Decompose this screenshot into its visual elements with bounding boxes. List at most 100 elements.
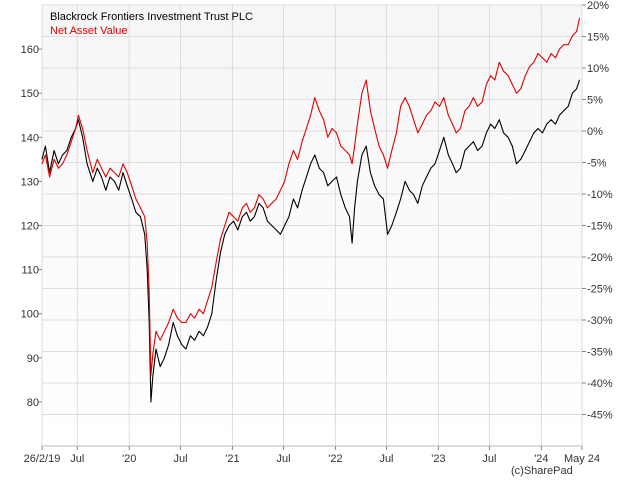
right-tick-label: 15% (587, 32, 609, 44)
x-tick-label: Jul (70, 453, 84, 465)
data-point (101, 167, 102, 169)
data-point (546, 61, 548, 63)
data-point (361, 92, 363, 94)
data-point (140, 216, 141, 218)
data-point (511, 84, 513, 85)
data-point (66, 150, 68, 151)
data-point (101, 176, 102, 178)
data-point (109, 167, 111, 169)
right-tick-label: -5% (587, 158, 607, 170)
data-point (494, 128, 496, 129)
data-point (288, 216, 290, 218)
data-point (452, 123, 453, 125)
right-tick-label: 10% (587, 63, 609, 75)
data-point (516, 163, 517, 165)
data-point (258, 203, 260, 204)
data-point (144, 233, 146, 235)
gridlines (41, 4, 583, 446)
data-point (426, 114, 427, 116)
data-point (460, 128, 461, 129)
left-tick-label: 150 (21, 88, 39, 100)
data-point (122, 172, 124, 174)
data-point (306, 176, 307, 178)
data-point (275, 198, 277, 200)
data-point (340, 194, 342, 196)
data-point (118, 189, 120, 191)
series-1 (41, 17, 581, 376)
x-tick-label: Jul (482, 453, 496, 465)
data-point (246, 203, 247, 204)
data-point (228, 225, 230, 226)
data-point (177, 335, 178, 337)
data-point (49, 176, 50, 178)
data-point (447, 154, 449, 156)
data-point (408, 189, 410, 191)
data-point (529, 66, 530, 68)
data-point (520, 88, 522, 90)
data-point (211, 313, 213, 315)
data-point (439, 150, 440, 151)
data-point (498, 61, 500, 63)
data-point (122, 163, 124, 165)
data-point (331, 128, 333, 129)
data-point (150, 375, 152, 376)
right-tick-label: 5% (587, 95, 603, 107)
series-0 (41, 79, 581, 403)
data-point (118, 176, 120, 178)
data-point (370, 110, 371, 112)
right-tick-label: -25% (587, 284, 613, 296)
data-point (344, 207, 346, 209)
data-point (430, 110, 432, 112)
data-point (41, 163, 43, 165)
data-point (511, 145, 513, 147)
data-point (105, 176, 107, 178)
data-point (426, 176, 427, 178)
data-point (96, 167, 98, 169)
data-point (464, 110, 466, 112)
data-point (555, 57, 556, 59)
data-point (349, 154, 350, 156)
data-point (396, 211, 397, 213)
data-point (354, 207, 355, 209)
data-point (537, 128, 539, 129)
data-point (148, 291, 150, 292)
data-point (62, 163, 63, 165)
data-point (550, 53, 552, 54)
data-point (301, 189, 303, 191)
data-point (533, 61, 535, 63)
data-point (542, 57, 543, 59)
data-point (357, 181, 358, 182)
data-point (503, 70, 504, 72)
data-point (249, 220, 251, 222)
data-point (271, 225, 273, 226)
data-point (109, 176, 111, 178)
data-point (185, 322, 187, 323)
data-point (70, 136, 72, 138)
data-point (241, 207, 243, 209)
data-point (126, 172, 128, 174)
data-point (49, 172, 50, 174)
data-point (310, 114, 311, 116)
data-point (293, 198, 294, 200)
data-point (567, 44, 569, 46)
data-point (114, 181, 115, 182)
left-tick-label: 100 (21, 309, 39, 321)
x-tick-label: '23 (431, 453, 445, 465)
data-point (464, 150, 466, 151)
x-tick-label: 26/2/19 (24, 453, 61, 465)
data-point (181, 322, 183, 323)
data-point (275, 229, 277, 231)
data-point (220, 238, 222, 240)
data-point (267, 220, 268, 222)
data-point (452, 163, 453, 165)
data-point (190, 313, 191, 315)
data-point (524, 75, 526, 76)
data-point (529, 141, 530, 143)
data-point (41, 158, 43, 160)
data-point (216, 278, 217, 279)
data-point (45, 154, 46, 156)
data-point (503, 132, 504, 134)
data-point (327, 136, 329, 138)
right-tick-label: -40% (587, 378, 613, 390)
data-point (391, 225, 393, 226)
